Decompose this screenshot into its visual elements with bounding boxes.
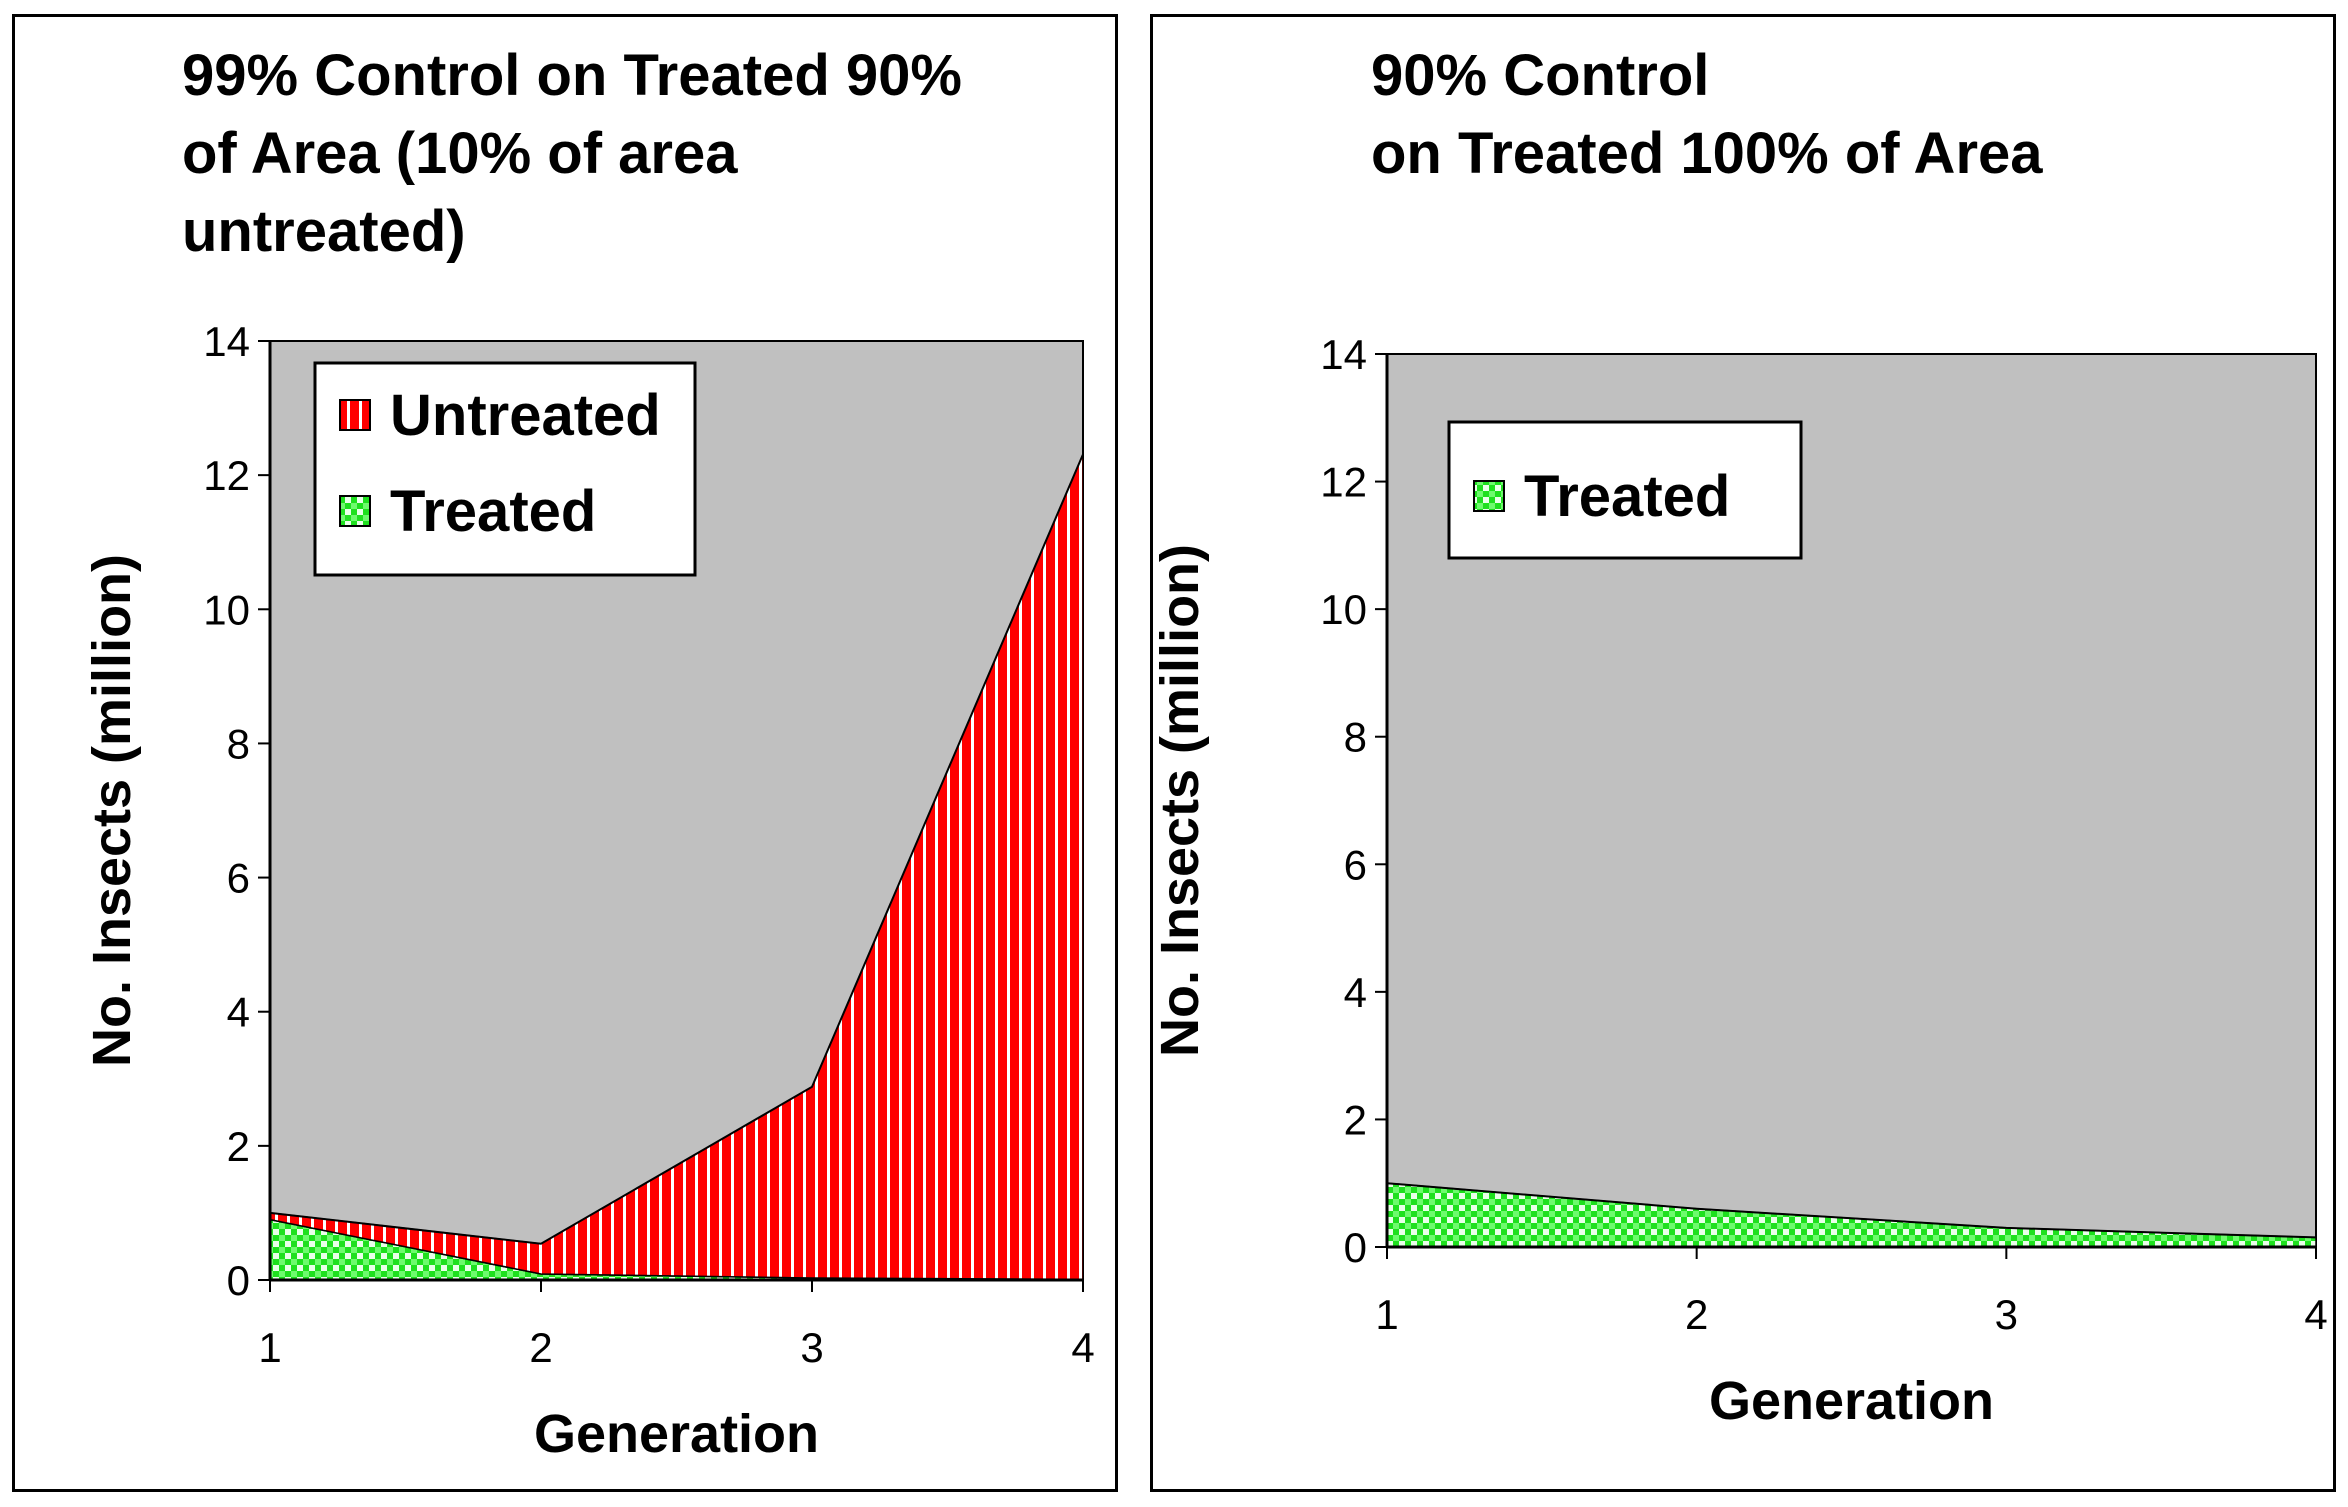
y-tick-label: 12 — [1320, 459, 1367, 506]
x-tick-label: 3 — [800, 1324, 823, 1371]
legend-box — [313, 361, 697, 577]
y-axis-title: No. Insects (million) — [82, 554, 142, 1067]
x-tick-label: 1 — [258, 1324, 281, 1371]
title-line: of Area (10% of area — [182, 121, 738, 186]
y-axis-title: No. Insects (million) — [1153, 544, 1210, 1057]
chart-panel-right: 90% Control on Treated 100% of Area 0 2 4 6… — [1150, 14, 2336, 1492]
legend-label: Untreated — [390, 383, 661, 448]
title-line: 99% Control on Treated 90% — [182, 43, 962, 108]
area-top-line — [1386, 1182, 2317, 1239]
y-tick-label: 4 — [227, 989, 250, 1036]
y-tick-label: 6 — [1344, 841, 1367, 888]
y-tick-label: 10 — [1320, 586, 1367, 633]
chart-panel-left: 99% Control on Treated 90% of Area (10% … — [12, 14, 1118, 1492]
y-tick-label: 6 — [227, 855, 250, 902]
y-tick-label: 0 — [1344, 1224, 1367, 1271]
legend-swatch-treated — [1473, 480, 1505, 512]
y-tick-label: 12 — [203, 452, 250, 499]
y-tick-label: 2 — [1344, 1096, 1367, 1143]
x-tick-label: 2 — [1685, 1291, 1708, 1338]
y-tick-label: 10 — [203, 586, 250, 633]
title-line: on Treated 100% of Area — [1371, 121, 2043, 186]
legend-swatch-treated — [339, 495, 371, 527]
y-tick-label: 0 — [227, 1257, 250, 1304]
area-top-line — [269, 453, 1084, 1245]
legend-label: Treated — [390, 479, 596, 544]
legend-box — [1447, 420, 1803, 560]
chart-title: 90% Control on Treated 100% of Area — [1371, 37, 2043, 193]
y-tick-label: 8 — [1344, 714, 1367, 761]
y-tick-label: 8 — [227, 720, 250, 767]
chart-title: 99% Control on Treated 90% of Area (10% … — [182, 37, 962, 271]
x-tick-label: 2 — [529, 1324, 552, 1371]
y-tick-label: 14 — [1320, 331, 1367, 378]
y-tick-label: 14 — [203, 318, 250, 365]
y-tick-label: 2 — [227, 1123, 250, 1170]
title-line: untreated) — [182, 199, 466, 264]
x-tick-label: 3 — [1995, 1291, 2018, 1338]
x-tick-label: 4 — [1071, 1324, 1094, 1371]
x-axis-title: Generation — [1709, 1371, 1994, 1431]
title-line: 90% Control — [1371, 43, 1710, 108]
legend-label: Treated — [1524, 464, 1730, 529]
y-tick-label: 4 — [1344, 969, 1367, 1016]
x-tick-label: 1 — [1375, 1291, 1398, 1338]
x-axis-title: Generation — [534, 1404, 819, 1464]
x-tick-label: 4 — [2304, 1291, 2327, 1338]
legend-swatch-untreated — [339, 399, 371, 431]
